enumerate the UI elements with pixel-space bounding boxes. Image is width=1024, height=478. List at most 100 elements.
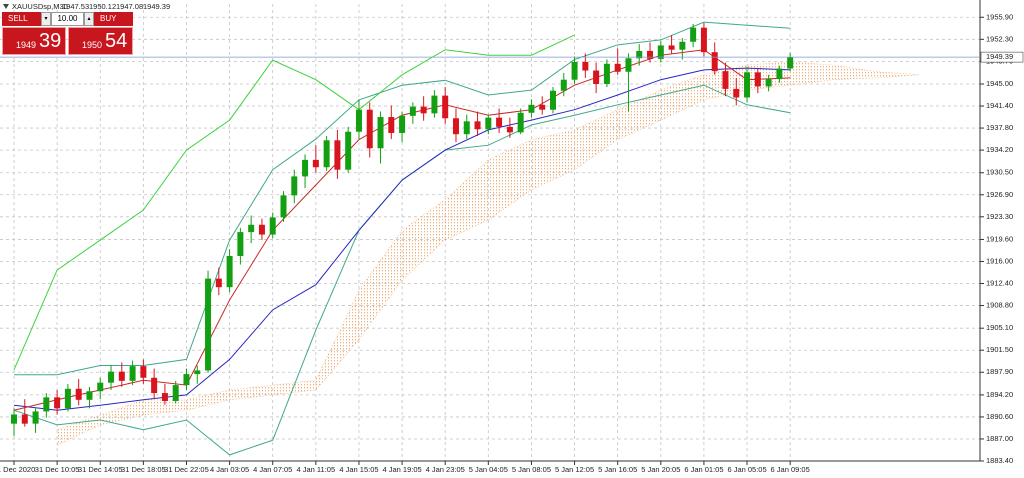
- last-high: 1950.12: [89, 2, 116, 11]
- y-tick-label: 1930.50: [986, 168, 1013, 177]
- y-tick-label: 1908.80: [986, 301, 1013, 310]
- y-tick-label: 1887.00: [986, 434, 1013, 443]
- sell-button[interactable]: SELL: [2, 12, 41, 26]
- candle-body: [11, 414, 17, 424]
- candle-body: [754, 72, 761, 87]
- candle-body: [603, 63, 610, 84]
- candle-body: [345, 131, 352, 170]
- x-tick-label: 4 Jan 19:05: [382, 465, 421, 474]
- candle-body: [258, 224, 265, 235]
- y-tick-label: 1923.30: [986, 212, 1013, 221]
- ask-small: 54: [105, 30, 128, 52]
- candle-body: [625, 58, 632, 72]
- bid-box[interactable]: 1949 39: [2, 27, 66, 55]
- candle-body: [291, 176, 298, 196]
- x-tick-label: 5 Jan 08:05: [512, 465, 551, 474]
- candle-body: [280, 195, 287, 218]
- candle-body: [377, 117, 384, 149]
- y-tick-label: 1912.40: [986, 278, 1013, 287]
- candle-body: [657, 45, 664, 59]
- price-label: 1949.39: [986, 52, 1013, 61]
- cloud-edge: [56, 74, 920, 446]
- candle-body: [355, 109, 362, 132]
- candle-body: [550, 90, 556, 110]
- y-tick-label: 1945.00: [986, 79, 1013, 88]
- candle-body: [711, 52, 718, 72]
- candle-body: [399, 115, 406, 133]
- candle-body: [528, 104, 535, 113]
- x-tick-label: 31 Dec 10:05: [35, 465, 80, 474]
- header-icon: [3, 4, 9, 9]
- candle-body: [409, 106, 416, 116]
- lot-size[interactable]: 10.00: [51, 12, 84, 26]
- buy-button[interactable]: BUY: [94, 12, 133, 26]
- x-tick-label: 4 Jan 07:05: [253, 465, 292, 474]
- x-tick-label: 5 Jan 12:05: [555, 465, 594, 474]
- candle-body: [226, 255, 233, 288]
- x-tick-label: 5 Jan 04:05: [469, 465, 508, 474]
- candle-body: [700, 27, 707, 53]
- candle-body: [431, 95, 438, 114]
- lot-down[interactable]: ▾: [41, 12, 51, 26]
- candle-body: [582, 61, 589, 71]
- candle-body: [442, 95, 449, 119]
- candle-body: [172, 385, 179, 402]
- candle-body: [517, 112, 524, 133]
- candle-body: [474, 121, 481, 130]
- last-low: 1947.08: [116, 2, 143, 11]
- candle-body: [194, 370, 201, 375]
- candle-body: [312, 159, 319, 168]
- candle-body: [237, 232, 244, 256]
- candle-body: [452, 118, 459, 135]
- x-tick-label: 31 Dec 14:05: [78, 465, 123, 474]
- candle-body: [733, 88, 740, 98]
- trade-panel: SELL ▾ 10.00 ▴ BUY 1949 39 1950 54: [2, 12, 133, 55]
- candle-body: [86, 391, 93, 400]
- indicator-line: [13, 67, 791, 411]
- x-tick-label: 6 Jan 01:05: [684, 465, 723, 474]
- symbol: XAUUSDsp,M30: [12, 2, 68, 11]
- lot-up[interactable]: ▴: [84, 12, 94, 26]
- candle-body: [744, 72, 751, 98]
- candle-body: [21, 414, 28, 424]
- x-tick-label: 4 Jan 23:05: [426, 465, 465, 474]
- candle-body: [269, 217, 276, 235]
- candle-body: [765, 79, 772, 87]
- y-tick-label: 1934.20: [986, 145, 1013, 154]
- candle-body: [776, 68, 783, 80]
- candle-body: [506, 126, 513, 133]
- candle-body: [560, 79, 567, 91]
- price-label-box: [980, 51, 1024, 63]
- x-tick-label: 31 Dec 2020: [0, 465, 35, 474]
- x-tick-label: 4 Jan 15:05: [339, 465, 378, 474]
- candle-body: [151, 377, 158, 394]
- candle-body: [248, 224, 255, 233]
- candle-body: [539, 104, 546, 110]
- candle-body: [108, 371, 115, 383]
- candle-body: [161, 393, 168, 402]
- x-tick-label: 5 Jan 20:05: [641, 465, 680, 474]
- bid-small: 39: [39, 30, 62, 52]
- candle-body: [463, 121, 470, 135]
- candle-body: [614, 63, 621, 72]
- candle-body: [323, 140, 330, 168]
- y-tick-label: 1926.90: [986, 190, 1013, 199]
- candle-body: [43, 397, 50, 412]
- last-open: 1947.53: [62, 2, 89, 11]
- candle-body: [593, 70, 600, 84]
- candle-body: [679, 41, 686, 50]
- candle-body: [722, 71, 729, 89]
- candle-body: [636, 50, 643, 59]
- candle-body: [64, 388, 71, 409]
- x-tick-label: 4 Jan 11:05: [297, 465, 336, 474]
- y-tick-label: 1897.90: [986, 367, 1013, 376]
- ask-box[interactable]: 1950 54: [68, 27, 133, 55]
- x-tick-label: 6 Jan 09:05: [771, 465, 810, 474]
- y-tick-label: 1890.60: [986, 412, 1013, 421]
- y-tick-label: 1901.50: [986, 345, 1013, 354]
- y-tick-label: 1952.30: [986, 34, 1013, 43]
- x-tick-label: 6 Jan 05:05: [727, 465, 766, 474]
- candle-body: [205, 278, 212, 371]
- candle-body: [302, 159, 309, 177]
